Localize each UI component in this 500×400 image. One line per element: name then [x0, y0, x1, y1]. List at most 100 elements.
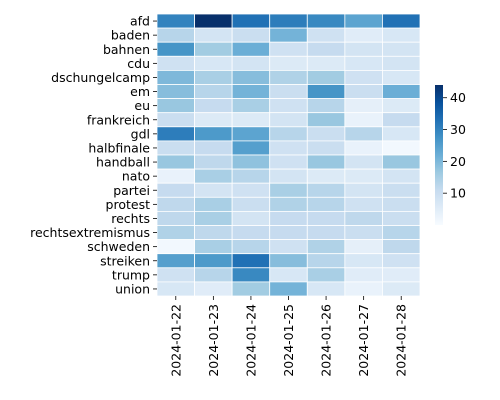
- heatmap-cell-rechtsextremismus-2024-01-28: [382, 225, 421, 241]
- heatmap-cell-frankreich-2024-01-23: [194, 112, 233, 128]
- heatmap-cell-partei-2024-01-28: [382, 182, 421, 198]
- heatmap-cell-afd-2024-01-24: [231, 13, 271, 29]
- heatmap-cell-bahnen-2024-01-26: [306, 41, 346, 57]
- heatmap-cell-baden-2024-01-28: [382, 27, 421, 43]
- heatmap-cell-protest-2024-01-28: [382, 196, 421, 212]
- heatmap-cell-rechts-2024-01-24: [231, 210, 271, 226]
- heatmap-cell-nato-2024-01-25: [269, 168, 308, 184]
- heatmap-cell-dschungelcamp-2024-01-28: [382, 70, 421, 85]
- heatmap-cell-streiken-2024-01-26: [306, 253, 346, 269]
- heatmap-cell-cdu-2024-01-28: [382, 55, 421, 71]
- heatmap-cell-baden-2024-01-25: [269, 27, 308, 43]
- heatmap-cell-afd-2024-01-26: [306, 13, 346, 29]
- heatmap-cell-trump-2024-01-22: [156, 267, 195, 283]
- heatmap-cell-rechtsextremismus-2024-01-26: [306, 225, 346, 241]
- heatmap-cell-schweden-2024-01-25: [269, 239, 308, 255]
- y-tick-label-frankreich: frankreich: [87, 112, 150, 127]
- heatmap-cell-baden-2024-01-27: [344, 27, 383, 43]
- heatmap-cell-dschungelcamp-2024-01-23: [194, 70, 233, 85]
- heatmap-cell-union-2024-01-28: [382, 281, 421, 297]
- heatmap-cell-trump-2024-01-23: [194, 267, 233, 283]
- y-tick-label-rechtsextremismus: rechtsextremismus: [30, 225, 150, 240]
- heatmap-cell-union-2024-01-25: [269, 281, 308, 297]
- colorbar-tick-label-40: 40: [450, 90, 466, 105]
- heatmap-cell-rechtsextremismus-2024-01-25: [269, 225, 308, 241]
- y-tick-labels: afdbadenbahnencdudschungelcampemeufrankr…: [30, 14, 157, 296]
- y-tick-label-union: union: [115, 281, 150, 296]
- heatmap-cell-union-2024-01-23: [194, 281, 233, 297]
- heatmap-cell-halbfinale-2024-01-25: [269, 140, 308, 156]
- y-tick-label-dschungelcamp: dschungelcamp: [51, 70, 150, 85]
- heatmap-cell-nato-2024-01-27: [344, 168, 383, 184]
- heatmap-cell-em-2024-01-28: [382, 84, 421, 100]
- heatmap-cell-frankreich-2024-01-24: [231, 112, 271, 128]
- x-tick-label-2024-01-23: 2024-01-23: [206, 304, 221, 377]
- x-tick-label-2024-01-27: 2024-01-27: [356, 304, 371, 377]
- heatmap-cell-gdl-2024-01-22: [156, 126, 195, 142]
- heatmap-cell-baden-2024-01-24: [231, 27, 271, 43]
- y-tick-label-afd: afd: [130, 14, 150, 29]
- heatmap-cell-partei-2024-01-26: [306, 182, 346, 198]
- y-tick-label-cdu: cdu: [127, 56, 150, 71]
- y-tick-label-schweden: schweden: [87, 239, 150, 254]
- heatmap-cell-em-2024-01-23: [194, 84, 233, 100]
- heatmap-cell-halbfinale-2024-01-22: [156, 140, 195, 156]
- heatmap-cell-schweden-2024-01-22: [156, 239, 195, 255]
- heatmap-cell-nato-2024-01-28: [382, 168, 421, 184]
- heatmap-cell-afd-2024-01-23: [194, 13, 233, 29]
- heatmap-cell-rechts-2024-01-25: [269, 210, 308, 226]
- heatmap-cell-dschungelcamp-2024-01-25: [269, 70, 308, 85]
- heatmap-cell-cdu-2024-01-23: [194, 55, 233, 71]
- heatmap-cell-rechts-2024-01-22: [156, 210, 195, 226]
- heatmap-cell-gdl-2024-01-24: [231, 126, 271, 142]
- heatmap-cell-dschungelcamp-2024-01-24: [231, 70, 271, 85]
- heatmap-cell-trump-2024-01-24: [231, 267, 271, 283]
- x-tick-label-2024-01-24: 2024-01-24: [243, 304, 258, 377]
- heatmap-cell-gdl-2024-01-28: [382, 126, 421, 142]
- heatmap-cell-protest-2024-01-24: [231, 196, 271, 212]
- heatmap-cell-schweden-2024-01-28: [382, 239, 421, 255]
- heatmap-cell-halbfinale-2024-01-23: [194, 140, 233, 156]
- heatmap-cell-halbfinale-2024-01-26: [306, 140, 346, 156]
- heatmap-cell-frankreich-2024-01-25: [269, 112, 308, 128]
- heatmap-cell-rechtsextremismus-2024-01-27: [344, 225, 383, 241]
- heatmap-cell-union-2024-01-26: [306, 281, 346, 297]
- heatmap-cell-frankreich-2024-01-22: [156, 112, 195, 128]
- heatmap-cell-streiken-2024-01-22: [156, 253, 195, 269]
- heatmap-cell-bahnen-2024-01-25: [269, 41, 308, 57]
- y-tick-label-streiken: streiken: [100, 253, 150, 268]
- y-tick-label-halbfinale: halbfinale: [88, 140, 150, 155]
- y-tick-label-protest: protest: [106, 197, 151, 212]
- x-tick-labels: 2024-01-22 2024-01-23 2024-01-24 2024-01-25…: [168, 296, 409, 377]
- heatmap-cell-streiken-2024-01-23: [194, 253, 233, 269]
- heatmap-cell-schweden-2024-01-23: [194, 239, 233, 255]
- heatmap-cell-rechts-2024-01-23: [194, 210, 233, 226]
- heatmap-cell-halbfinale-2024-01-24: [231, 140, 271, 156]
- heatmap-cell-baden-2024-01-26: [306, 27, 346, 43]
- heatmap-cell-protest-2024-01-23: [194, 196, 233, 212]
- y-tick-label-nato: nato: [122, 169, 150, 184]
- heatmap-cell-partei-2024-01-27: [344, 182, 383, 198]
- heatmap-cell-eu-2024-01-23: [194, 98, 233, 114]
- heatmap-cell-cdu-2024-01-26: [306, 55, 346, 71]
- heatmap-cell-bahnen-2024-01-24: [231, 41, 271, 57]
- heatmap-cell-rechtsextremismus-2024-01-23: [194, 225, 233, 241]
- heatmap-cell-handball-2024-01-24: [231, 154, 271, 170]
- heatmap-cell-streiken-2024-01-28: [382, 253, 421, 269]
- y-tick-label-gdl: gdl: [131, 126, 150, 141]
- heatmap-cell-baden-2024-01-23: [194, 27, 233, 43]
- heatmap-cell-partei-2024-01-24: [231, 182, 271, 198]
- heatmap-cell-eu-2024-01-22: [156, 98, 195, 114]
- heatmap-cell-protest-2024-01-27: [344, 196, 383, 212]
- heatmap-cell-cdu-2024-01-22: [156, 55, 195, 71]
- heatmap-cell-afd-2024-01-28: [382, 13, 421, 29]
- heatmap-cell-gdl-2024-01-26: [306, 126, 346, 142]
- heatmap-cell-rechtsextremismus-2024-01-24: [231, 225, 271, 241]
- heatmap-cell-schweden-2024-01-27: [344, 239, 383, 255]
- heatmap-cell-trump-2024-01-25: [269, 267, 308, 283]
- x-tick-label-2024-01-28: 2024-01-28: [394, 304, 409, 377]
- heatmap-cell-halbfinale-2024-01-27: [344, 140, 383, 156]
- heatmap-cell-partei-2024-01-25: [269, 182, 308, 198]
- heatmap-cell-gdl-2024-01-23: [194, 126, 233, 142]
